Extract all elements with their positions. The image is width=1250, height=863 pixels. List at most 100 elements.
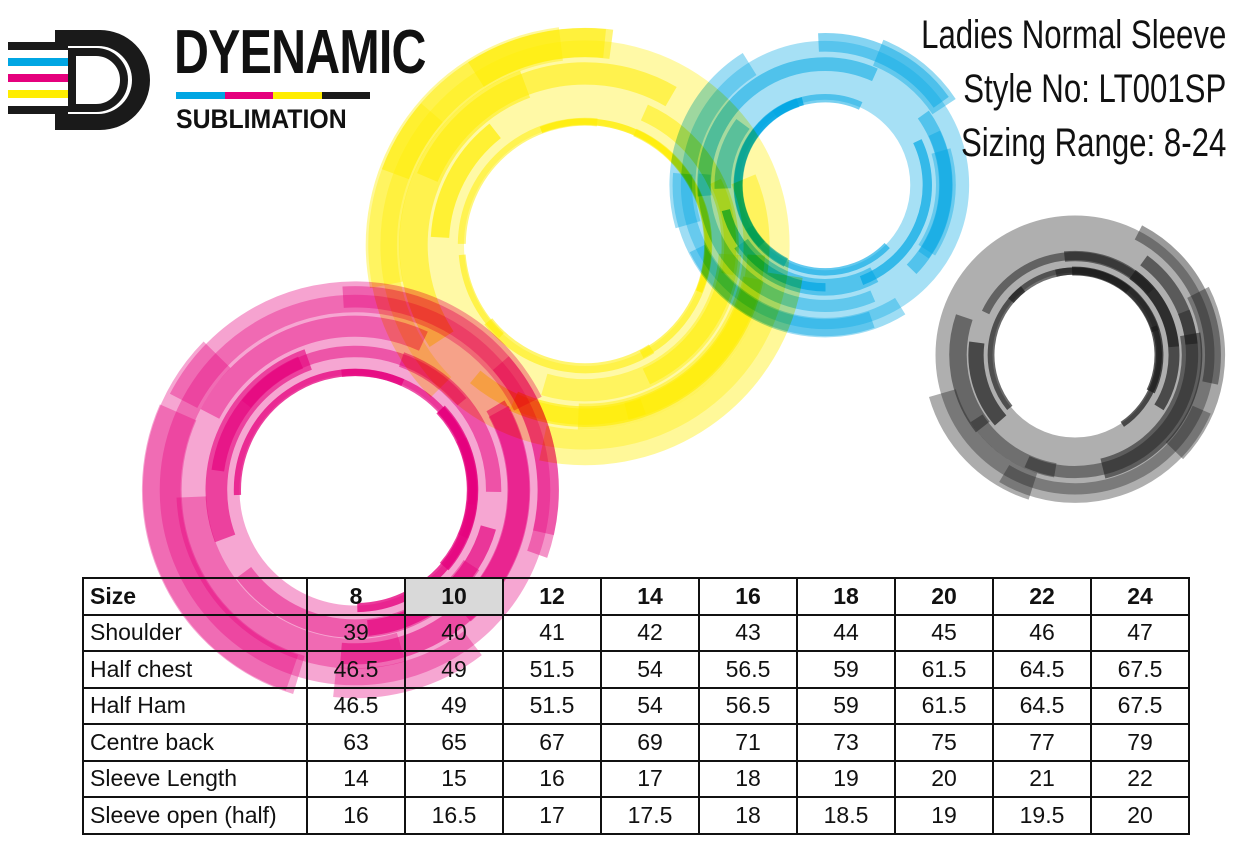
measurement-value: 67 bbox=[502, 723, 602, 762]
measurement-value: 19.5 bbox=[992, 796, 1092, 835]
measurement-value: 18.5 bbox=[796, 796, 896, 835]
size-header-cell: 18 bbox=[796, 577, 896, 616]
measurement-value: 56.5 bbox=[698, 686, 798, 725]
measurement-value: 19 bbox=[796, 759, 896, 798]
measurement-value: 54 bbox=[600, 686, 700, 725]
size-chart-table: Size 8 10 12 14 16 18 20 22 24 Shoulder 39 40 41 42 4… bbox=[82, 577, 1190, 835]
size-header-cell: 12 bbox=[502, 577, 602, 616]
measurement-label: Half Ham bbox=[82, 686, 308, 725]
black-ring bbox=[928, 215, 1226, 503]
measurement-value: 79 bbox=[1090, 723, 1190, 762]
ring-segment bbox=[430, 123, 502, 239]
measurement-value: 61.5 bbox=[894, 686, 994, 725]
measurement-value: 56.5 bbox=[698, 650, 798, 689]
brand-name: DYENAMIC bbox=[174, 18, 426, 87]
table-row: Sleeve Length 14 15 16 17 18 19 20 21 22 bbox=[82, 759, 1190, 798]
ring-segment bbox=[1165, 286, 1226, 460]
measurement-value: 65 bbox=[404, 723, 504, 762]
measurement-value: 17 bbox=[502, 796, 602, 835]
size-header-cell: 10 bbox=[404, 577, 504, 616]
measurement-label: Centre back bbox=[82, 723, 308, 762]
cyan-ring bbox=[669, 33, 970, 338]
measurement-value: 16 bbox=[306, 796, 406, 835]
measurement-label: Sleeve Length bbox=[82, 759, 308, 798]
measurement-value: 49 bbox=[404, 686, 504, 725]
ring-segment bbox=[669, 53, 757, 229]
measurement-value: 18 bbox=[698, 759, 798, 798]
size-header-cell: 14 bbox=[600, 577, 700, 616]
measurement-value: 77 bbox=[992, 723, 1092, 762]
ring-segment bbox=[1129, 269, 1180, 411]
style-number: Style No: LT001SP bbox=[962, 67, 1226, 111]
measurement-value: 41 bbox=[502, 613, 602, 652]
brand-bar-magenta bbox=[224, 92, 273, 99]
size-header-cell: 22 bbox=[992, 577, 1092, 616]
title-block: Ladies Normal Sleeve Style No: LT001SP S… bbox=[835, 8, 1226, 170]
ring-segment bbox=[918, 148, 956, 256]
ring-segment bbox=[772, 94, 863, 118]
ring-segment bbox=[968, 341, 1007, 426]
measurement-value: 39 bbox=[306, 613, 406, 652]
measurement-value: 51.5 bbox=[502, 650, 602, 689]
size-header-cell: 20 bbox=[894, 577, 994, 616]
size-header-row: Size 8 10 12 14 16 18 20 22 24 bbox=[82, 577, 1190, 616]
brand-subtitle: SUBLIMATION bbox=[176, 104, 347, 134]
measurement-value: 69 bbox=[600, 723, 700, 762]
measurement-value: 17.5 bbox=[600, 796, 700, 835]
table-row: Half Ham 46.5 49 51.5 54 56.5 59 61.5 64.5 67.5 bbox=[82, 686, 1190, 725]
ring-segment bbox=[233, 368, 405, 496]
measurement-value: 51.5 bbox=[502, 686, 602, 725]
ring-segment bbox=[689, 244, 875, 337]
brand-logo-mark bbox=[8, 30, 150, 130]
measurement-value: 40 bbox=[404, 613, 504, 652]
measurement-label: Shoulder bbox=[82, 613, 308, 652]
measurement-value: 18 bbox=[698, 796, 798, 835]
ring-segment bbox=[469, 370, 646, 425]
brand-bar-cyan bbox=[176, 92, 225, 99]
measurement-value: 20 bbox=[1090, 796, 1190, 835]
ring-segment bbox=[205, 349, 313, 543]
measurement-value: 73 bbox=[796, 723, 896, 762]
ring-segment bbox=[484, 318, 655, 374]
garment-title: Ladies Normal Sleeve bbox=[920, 13, 1226, 57]
measurement-value: 59 bbox=[796, 686, 896, 725]
measurement-value: 64.5 bbox=[992, 650, 1092, 689]
measurement-value: 43 bbox=[698, 613, 798, 652]
brand-color-bars bbox=[176, 92, 370, 99]
table-row: Sleeve open (half) 16 16.5 17 17.5 18 18.5 19 19… bbox=[82, 796, 1190, 835]
size-header-label: Size bbox=[82, 577, 308, 616]
ring-segment bbox=[697, 57, 878, 197]
measurement-value: 22 bbox=[1090, 759, 1190, 798]
measurement-value: 15 bbox=[404, 759, 504, 798]
measurement-value: 19 bbox=[894, 796, 994, 835]
ring-segment bbox=[698, 173, 876, 312]
measurement-value: 61.5 bbox=[894, 650, 994, 689]
measurement-value: 44 bbox=[796, 613, 896, 652]
ring-segment bbox=[872, 39, 956, 115]
ring-segment bbox=[987, 286, 1026, 411]
ring-segment bbox=[368, 103, 452, 398]
measurement-value: 46.5 bbox=[306, 650, 406, 689]
ring-segment bbox=[746, 225, 890, 276]
table-row: Centre back 63 65 67 69 71 73 75 77 79 bbox=[82, 723, 1190, 762]
measurement-value: 67.5 bbox=[1090, 650, 1190, 689]
ring-segment bbox=[981, 252, 1155, 315]
size-header-cell: 8 bbox=[306, 577, 406, 616]
measurement-value: 59 bbox=[796, 650, 896, 689]
measurement-value: 49 bbox=[404, 650, 504, 689]
measurement-value: 17 bbox=[600, 759, 700, 798]
ring-segment bbox=[721, 209, 826, 292]
measurement-value: 67.5 bbox=[1090, 686, 1190, 725]
measurement-label: Half chest bbox=[82, 650, 308, 689]
measurement-value: 54 bbox=[600, 650, 700, 689]
brand-bar-black bbox=[321, 92, 370, 99]
measurement-value: 20 bbox=[894, 759, 994, 798]
measurement-value: 47 bbox=[1090, 613, 1190, 652]
measurement-value: 16 bbox=[502, 759, 602, 798]
measurement-value: 45 bbox=[894, 613, 994, 652]
ring-segment bbox=[1024, 309, 1199, 479]
measurement-value: 46 bbox=[992, 613, 1092, 652]
measurement-value: 14 bbox=[306, 759, 406, 798]
measurement-value: 63 bbox=[306, 723, 406, 762]
ring-segment bbox=[714, 118, 750, 189]
